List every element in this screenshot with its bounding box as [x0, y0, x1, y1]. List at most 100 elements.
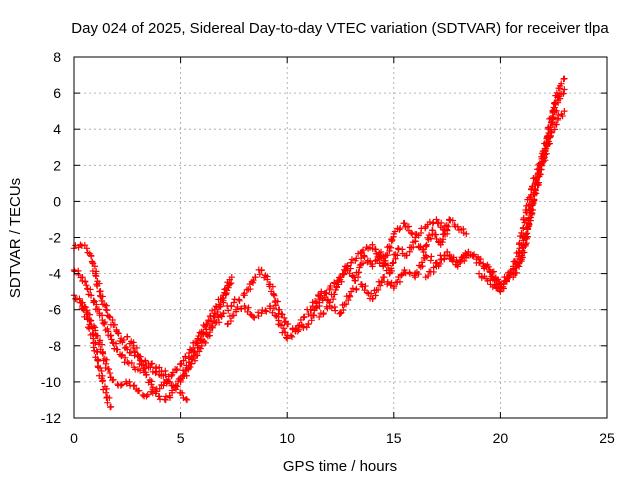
data-point-fill [531, 187, 538, 194]
x-tick-label: 0 [70, 430, 78, 446]
data-point-fill [516, 239, 523, 247]
data-point-fill [95, 364, 102, 371]
data-point-fill [132, 385, 140, 393]
data-point-fill [81, 278, 89, 285]
data-point-fill [354, 273, 362, 281]
data-point-fill [491, 282, 498, 289]
data-point-fill [321, 294, 328, 301]
data-point-fill [552, 99, 560, 106]
data-point-fill [387, 265, 395, 272]
data-point-fill [346, 292, 353, 299]
data-point-fill [323, 303, 330, 310]
data-point-fill [87, 286, 94, 293]
data-point-fill [99, 378, 106, 385]
data-point-fill [369, 295, 377, 302]
data-point-fill [251, 314, 258, 321]
data-point-fill [83, 281, 90, 289]
data-point-fill [477, 255, 484, 263]
data-point-fill [524, 225, 532, 232]
data-point-fill [327, 282, 334, 290]
x-axis-title: GPS time / hours [283, 458, 397, 475]
x-tick-label: 10 [279, 430, 295, 446]
data-point-fill [269, 283, 277, 290]
data-point-fill [153, 368, 160, 375]
data-point-fill [396, 226, 403, 233]
data-point-fill [510, 270, 518, 277]
data-point-fill [118, 352, 125, 360]
data-point-fill [549, 115, 556, 122]
data-point-fill [439, 238, 446, 246]
data-point-fill [311, 298, 319, 305]
data-point-fill [551, 104, 558, 111]
data-point-fill [552, 92, 559, 99]
data-point-fill [376, 249, 383, 256]
data-point-fill [424, 272, 432, 280]
data-point-fill [121, 359, 128, 366]
data-point-fill [390, 283, 398, 290]
data-point-fill [153, 385, 160, 393]
data-point-fill [359, 260, 367, 267]
data-point-fill [84, 285, 91, 292]
data-point-fill [96, 337, 104, 344]
data-point-fill [378, 277, 386, 285]
data-point-fill [103, 356, 110, 363]
data-point-fill [245, 304, 252, 311]
data-point-fill [326, 286, 333, 294]
data-point-fill [385, 243, 393, 250]
data-point-fill [123, 344, 130, 351]
data-point-fill [195, 332, 202, 340]
data-point-fill [227, 317, 235, 325]
data-point-fill [177, 376, 184, 384]
data-point-fill [416, 262, 423, 269]
data-point-fill [355, 269, 362, 276]
data-point-fill [560, 90, 567, 97]
data-point-fill [200, 338, 208, 345]
data-point-fill [359, 246, 367, 254]
data-point-fill [453, 256, 460, 264]
data-point-fill [518, 257, 525, 265]
data-point-fill [547, 119, 555, 126]
data-point-fill [136, 367, 144, 374]
data-point-fill [114, 382, 122, 389]
data-point-fill [119, 351, 126, 359]
y-tick-label: 8 [53, 49, 61, 65]
data-point-fill [353, 285, 360, 293]
data-point-fill [460, 229, 467, 237]
data-point-fill [515, 248, 522, 256]
x-tick-label: 20 [493, 430, 509, 446]
data-point-fill [112, 340, 120, 347]
data-point-fill [395, 273, 402, 281]
data-point-fill [288, 333, 296, 341]
data-point-fill [235, 296, 243, 303]
data-point-fill [532, 190, 540, 197]
data-point-fill [347, 259, 355, 267]
data-point-fill [376, 282, 384, 289]
data-point-fill [301, 313, 308, 321]
data-point-fill [397, 224, 404, 232]
data-point-fill [142, 371, 150, 379]
axis-ticks: 0 5 10 15 20 25 -12 -10 -8 -6 -4 -2 0 2 4 6 8 [41, 49, 615, 446]
data-point-fill [351, 277, 358, 284]
data-point-fill [92, 327, 99, 334]
data-point-fill [91, 263, 99, 270]
data-point-fill [452, 223, 459, 230]
data-point-fill [305, 320, 312, 328]
data-point-fill [133, 344, 141, 352]
data-point-fill [113, 326, 120, 334]
data-point-fill [274, 298, 281, 305]
data-point-fill [197, 345, 204, 352]
data-point-fill [303, 324, 310, 331]
data-point-fill [130, 382, 138, 389]
data-point-fill [284, 320, 292, 328]
data-point-fill [390, 233, 397, 240]
data-point-fill [462, 249, 469, 257]
data-point-fill [270, 305, 278, 312]
data-point-fill [115, 330, 122, 337]
data-point-fill [160, 372, 167, 379]
y-tick-label: 6 [53, 85, 61, 101]
data-point-fill [136, 353, 143, 360]
data-point-fill [109, 339, 116, 346]
data-point-fill [533, 176, 540, 184]
data-point-fill [316, 302, 323, 310]
